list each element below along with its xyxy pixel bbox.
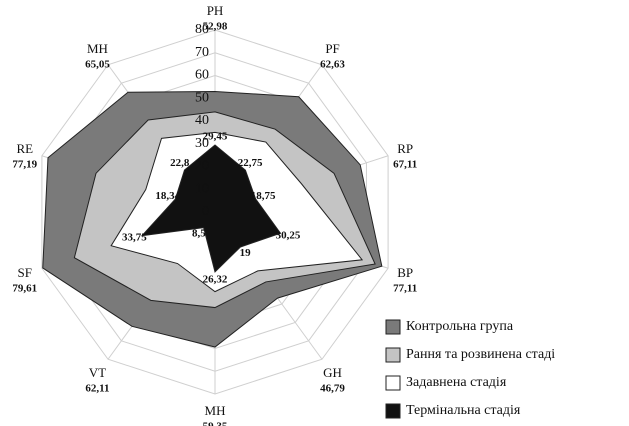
data-label: 62,11 (85, 382, 109, 394)
data-label: 22,8 (170, 157, 190, 169)
r-tick-label: 40 (195, 113, 209, 128)
legend-label: Рання та розвинена стаді (406, 347, 555, 362)
r-tick-label: 10 (195, 181, 209, 196)
data-label: 46,79 (320, 382, 345, 394)
data-label: 18,34 (155, 190, 180, 202)
category-label: MH (205, 403, 226, 418)
r-tick-label: 50 (195, 90, 209, 105)
data-label: 29,45 (203, 131, 228, 143)
data-label: 59,35 (203, 421, 228, 426)
category-label: SF (18, 265, 32, 280)
data-label: 52,98 (203, 21, 228, 33)
category-label: RP (397, 141, 413, 156)
category-label: MH (87, 41, 108, 56)
series-area (140, 144, 282, 273)
r-tick-label: 30 (195, 136, 209, 151)
data-label: 79,61 (12, 282, 37, 294)
r-tick-label: 60 (195, 68, 209, 83)
data-label: 26,32 (203, 273, 228, 285)
category-label: PH (207, 3, 224, 18)
legend-swatch (385, 347, 401, 363)
data-label: 18,75 (251, 190, 276, 202)
data-label: 62,63 (320, 59, 345, 71)
data-label: 77,19 (12, 159, 37, 171)
r-tick-label: 70 (195, 45, 209, 60)
legend-swatch (385, 319, 401, 335)
data-label: 67,11 (393, 159, 417, 171)
data-label: 22,75 (238, 157, 263, 169)
category-label: GH (323, 365, 342, 380)
data-label: 30,25 (276, 229, 301, 241)
r-tick-label: 80 (195, 22, 209, 37)
data-label: 19 (240, 247, 252, 259)
category-label: BP (397, 265, 413, 280)
legend-swatch (385, 375, 401, 391)
category-label: VT (89, 365, 106, 380)
legend-label: Контрольна група (406, 319, 514, 334)
data-label: 77,11 (393, 282, 417, 294)
data-label: 33,75 (122, 232, 147, 244)
category-label: PF (325, 41, 339, 56)
legend-label: Задавнена стадія (406, 375, 507, 390)
legend-swatch (385, 403, 401, 419)
r-tick-label: 0 (202, 204, 209, 219)
legend-label: Термінальна стадія (406, 403, 521, 418)
data-label: 65,05 (85, 59, 110, 71)
r-tick-label: 20 (195, 159, 209, 174)
category-label: RE (16, 141, 33, 156)
data-label: 8,5 (192, 228, 206, 240)
